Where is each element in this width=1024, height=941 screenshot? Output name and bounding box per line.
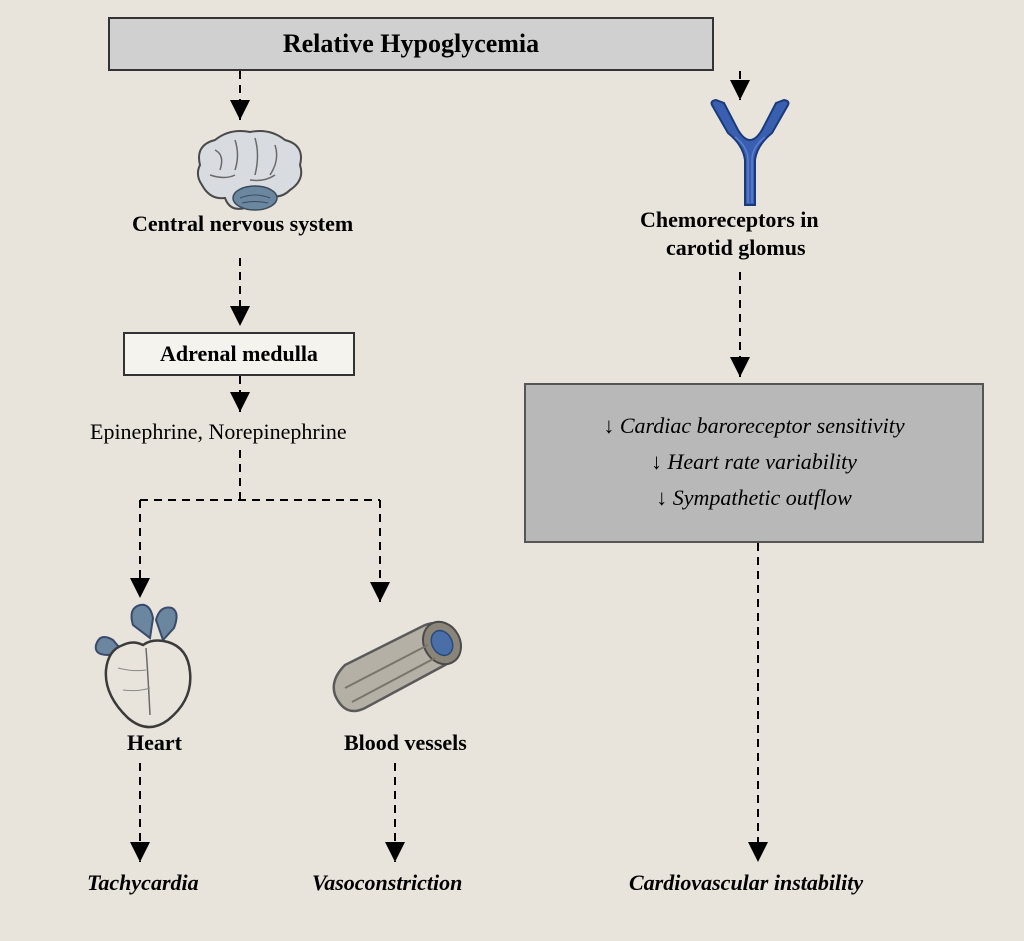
title-box: Relative Hypoglycemia — [108, 17, 714, 71]
adrenal-box: Adrenal medulla — [123, 332, 355, 376]
outcome-tachycardia: Tachycardia — [87, 870, 199, 896]
effects-box: ↓ Cardiac baroreceptor sensitivity ↓ Hea… — [524, 383, 984, 543]
effect-hrv: ↓ Heart rate variability — [554, 449, 954, 475]
heart-label: Heart — [127, 730, 182, 756]
effect-baroreceptor: ↓ Cardiac baroreceptor sensitivity — [554, 413, 954, 439]
brain-icon — [180, 120, 320, 225]
blood-vessel-icon — [320, 610, 470, 740]
carotid-icon — [700, 95, 800, 215]
substances-label: Epinephrine, Norepinephrine — [90, 419, 347, 445]
heart-icon — [78, 600, 218, 745]
outcome-cv-instability: Cardiovascular instability — [629, 870, 863, 896]
effect-sympathetic: ↓ Sympathetic outflow — [554, 485, 954, 511]
chemo-label-2: carotid glomus — [666, 235, 806, 261]
chemo-label-1: Chemoreceptors in — [640, 207, 819, 233]
cns-label: Central nervous system — [132, 211, 353, 237]
outcome-vasoconstriction: Vasoconstriction — [312, 870, 462, 896]
vessels-label: Blood vessels — [344, 730, 467, 756]
